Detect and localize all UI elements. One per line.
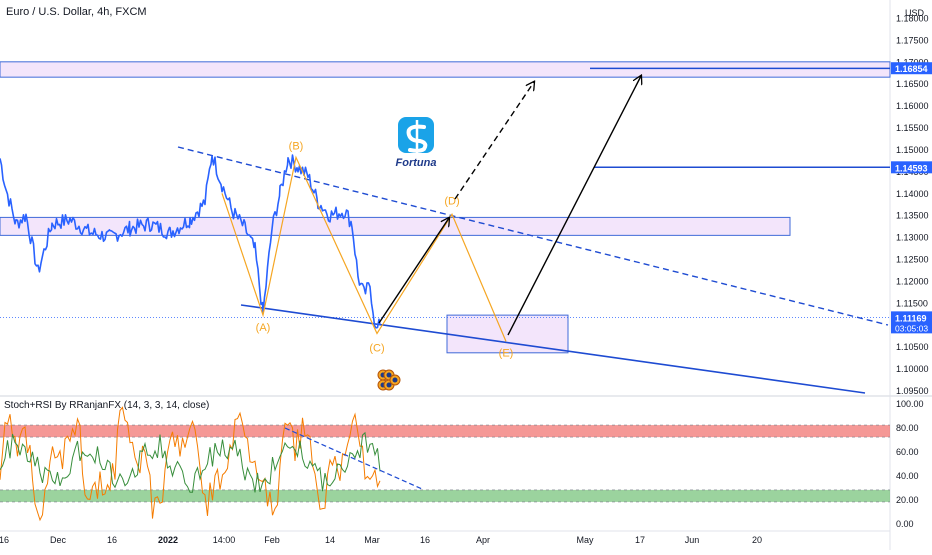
price-label-box <box>891 311 932 334</box>
indicator-title[interactable]: Stoch+RSI By RRanjanFX (14, 3, 3, 14, cl… <box>4 400 210 411</box>
indicator-tick-label: 100.00 <box>896 399 924 409</box>
countdown-text: 03:05:03 <box>895 323 928 333</box>
indicator-trendline <box>284 427 423 490</box>
price-label-text: 1.14593 <box>895 163 928 173</box>
zone-resistance <box>0 61 891 78</box>
price-tick-label: 1.12500 <box>896 255 929 265</box>
price-tick-label: 1.14000 <box>896 189 929 199</box>
time-tick-label: 16 <box>107 535 117 545</box>
time-tick-label: 20 <box>752 535 762 545</box>
price-tick-label: 1.18000 <box>896 14 929 24</box>
wave-label: (D) <box>444 195 459 207</box>
coin-center <box>386 372 392 378</box>
elliott-wave-path <box>221 155 507 342</box>
indicator-tick-label: 60.00 <box>896 447 919 457</box>
price-label-box <box>891 161 932 174</box>
indicator-tick-label: 40.00 <box>896 471 919 481</box>
price-tick-label: 1.11500 <box>896 298 928 308</box>
rsi-line <box>0 431 381 493</box>
zone-mid <box>0 216 791 236</box>
wave-label: (E) <box>499 347 514 359</box>
price-tick-label: 1.16500 <box>896 79 929 89</box>
overbought-zone <box>0 425 890 438</box>
price-label-box <box>891 62 932 75</box>
price-tick-label: 1.10000 <box>896 364 929 374</box>
wave-label: (A) <box>256 322 271 334</box>
arrow-c-to-d <box>378 218 449 324</box>
dashed-trendline <box>177 146 889 326</box>
fortuna-logo: Fortuna <box>396 117 437 169</box>
price-tick-label: 1.12000 <box>896 276 929 286</box>
coin-center <box>386 382 392 388</box>
time-tick-label: 2022 <box>158 535 178 545</box>
indicator-tick-label: 0.00 <box>896 519 914 529</box>
zone-target <box>446 314 569 354</box>
time-tick-label: Dec <box>50 535 67 545</box>
lower-trendline <box>240 304 866 394</box>
price-tick-label: 1.10500 <box>896 342 929 352</box>
indicator-tick-label: 80.00 <box>896 423 919 433</box>
price-tick-label: 1.15500 <box>896 123 929 133</box>
wave-label: (B) <box>289 140 304 152</box>
time-tick-label: Feb <box>264 535 280 545</box>
time-tick-label: 14:00 <box>213 535 236 545</box>
arrow-dashed-up <box>454 82 534 200</box>
price-tick-label: 1.15000 <box>896 145 929 155</box>
price-tick-label: 1.09500 <box>896 386 929 396</box>
stoch-line <box>0 406 381 522</box>
time-tick-label: Jun <box>685 535 700 545</box>
coins-icon <box>377 369 401 391</box>
time-tick-label: 17 <box>635 535 645 545</box>
price-tick-label: 1.16000 <box>896 101 929 111</box>
time-tick-label: May <box>576 535 594 545</box>
oversold-zone <box>0 489 890 502</box>
logo-s-icon <box>406 124 428 153</box>
time-tick-label: 14 <box>325 535 335 545</box>
time-tick-label: 16 <box>420 535 430 545</box>
price-label-text: 1.16854 <box>895 64 928 74</box>
coin-center <box>392 377 398 383</box>
time-tick-label: Mar <box>364 535 380 545</box>
time-tick-label: Apr <box>476 535 490 545</box>
logo-text: Fortuna <box>396 157 437 169</box>
wave-label: (C) <box>369 343 384 355</box>
price-line <box>0 154 381 329</box>
price-tick-label: 1.13500 <box>896 211 929 221</box>
price-tick-label: 1.13000 <box>896 233 929 243</box>
price-tick-label: 1.17500 <box>896 35 929 45</box>
currency-label: USD <box>905 8 925 18</box>
time-tick-label: 16 <box>0 535 9 545</box>
indicator-tick-label: 20.00 <box>896 495 919 505</box>
price-label-text: 1.11169 <box>895 313 927 323</box>
arrow-e-to-target <box>507 76 641 336</box>
symbol-title[interactable]: Euro / U.S. Dollar, 4h, FXCM <box>6 6 147 18</box>
